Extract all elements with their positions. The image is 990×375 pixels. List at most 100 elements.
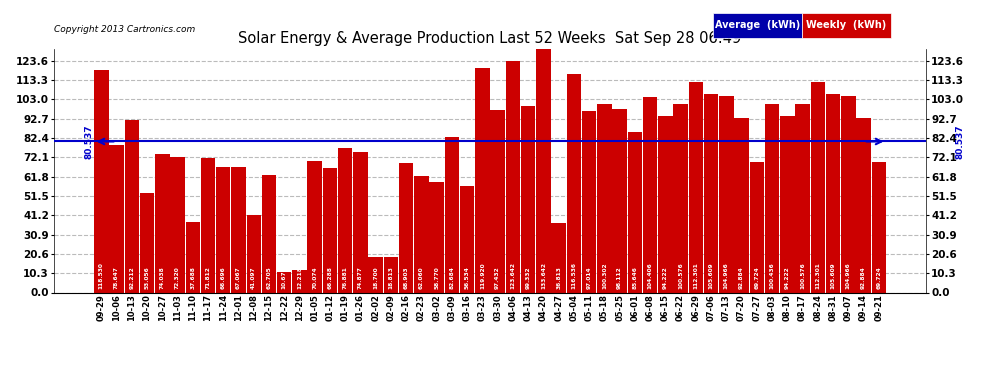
Text: Weekly  (kWh): Weekly (kWh): [806, 21, 887, 30]
Bar: [719, 96, 734, 292]
Bar: [765, 104, 779, 292]
Text: 67.067: 67.067: [236, 266, 241, 289]
Text: 10.671: 10.671: [282, 266, 287, 289]
Text: 71.812: 71.812: [206, 266, 211, 289]
Text: 53.056: 53.056: [145, 266, 149, 289]
Bar: [475, 68, 490, 292]
Text: 76.881: 76.881: [343, 266, 347, 289]
Text: 100.436: 100.436: [769, 262, 774, 289]
Bar: [673, 104, 688, 292]
Text: 58.770: 58.770: [435, 266, 440, 289]
Bar: [384, 257, 398, 292]
Bar: [856, 118, 871, 292]
Text: 105.609: 105.609: [831, 262, 836, 289]
Text: 92.884: 92.884: [861, 266, 866, 289]
Bar: [537, 42, 550, 292]
Text: 92.212: 92.212: [130, 266, 135, 289]
Bar: [399, 163, 414, 292]
Bar: [170, 157, 185, 292]
Text: 74.038: 74.038: [159, 266, 164, 289]
Text: 112.301: 112.301: [693, 262, 698, 289]
Bar: [338, 148, 352, 292]
Text: 66.288: 66.288: [328, 266, 333, 289]
Text: 56.534: 56.534: [464, 266, 469, 289]
Text: 80.537: 80.537: [956, 124, 965, 159]
Text: 97.432: 97.432: [495, 266, 500, 289]
Bar: [597, 104, 612, 292]
Bar: [261, 175, 276, 292]
Bar: [125, 120, 139, 292]
Bar: [521, 106, 536, 292]
Text: 112.301: 112.301: [816, 262, 821, 289]
Text: 123.642: 123.642: [511, 262, 516, 289]
Bar: [445, 138, 459, 292]
Text: 68.903: 68.903: [404, 266, 409, 289]
Text: 78.647: 78.647: [114, 266, 119, 289]
Bar: [414, 176, 429, 292]
Text: 72.320: 72.320: [175, 266, 180, 289]
Bar: [94, 70, 109, 292]
Bar: [811, 82, 825, 292]
Text: 69.724: 69.724: [876, 266, 881, 289]
Bar: [780, 116, 795, 292]
Bar: [185, 222, 200, 292]
Text: 105.609: 105.609: [709, 262, 714, 289]
Bar: [140, 193, 154, 292]
Text: 70.074: 70.074: [312, 266, 317, 289]
Title: Solar Energy & Average Production Last 52 Weeks  Sat Sep 28 06:49: Solar Energy & Average Production Last 5…: [239, 31, 742, 46]
Bar: [506, 61, 520, 292]
Text: 74.877: 74.877: [358, 266, 363, 289]
Text: 62.060: 62.060: [419, 266, 424, 289]
Bar: [460, 186, 474, 292]
Bar: [582, 111, 596, 292]
Bar: [613, 108, 627, 292]
Text: 18.700: 18.700: [373, 266, 378, 289]
Text: 94.222: 94.222: [785, 266, 790, 289]
Bar: [323, 168, 338, 292]
Text: 62.705: 62.705: [266, 266, 271, 289]
Text: 99.332: 99.332: [526, 266, 531, 289]
Text: 118.530: 118.530: [99, 262, 104, 289]
Text: 104.966: 104.966: [845, 262, 850, 289]
Bar: [277, 273, 291, 292]
Bar: [201, 158, 215, 292]
Bar: [368, 258, 383, 292]
Text: 80.537: 80.537: [84, 124, 94, 159]
Text: 104.406: 104.406: [647, 262, 652, 289]
Bar: [826, 94, 841, 292]
Bar: [232, 167, 246, 292]
Text: 41.097: 41.097: [251, 266, 256, 289]
Bar: [566, 74, 581, 292]
Text: 94.222: 94.222: [663, 266, 668, 289]
Text: 37.688: 37.688: [190, 266, 195, 289]
Text: 85.646: 85.646: [633, 266, 638, 289]
Text: Average  (kWh): Average (kWh): [715, 21, 800, 30]
Text: 119.920: 119.920: [480, 262, 485, 289]
Bar: [735, 118, 748, 292]
Bar: [749, 162, 764, 292]
Bar: [795, 104, 810, 292]
Text: 18.813: 18.813: [388, 266, 393, 289]
Text: 116.536: 116.536: [571, 262, 576, 289]
Bar: [871, 162, 886, 292]
Bar: [643, 97, 657, 292]
Bar: [689, 82, 703, 292]
Bar: [842, 96, 855, 292]
Text: 104.966: 104.966: [724, 262, 729, 289]
Bar: [551, 224, 566, 292]
Bar: [658, 116, 672, 292]
Text: 97.014: 97.014: [587, 266, 592, 289]
Text: 12.218: 12.218: [297, 266, 302, 289]
Text: 69.724: 69.724: [754, 266, 759, 289]
Text: Copyright 2013 Cartronics.com: Copyright 2013 Cartronics.com: [54, 25, 196, 34]
Bar: [109, 145, 124, 292]
Bar: [353, 152, 367, 292]
Bar: [628, 132, 643, 292]
Text: 66.696: 66.696: [221, 266, 226, 289]
Bar: [292, 270, 307, 292]
Bar: [704, 94, 719, 292]
Bar: [155, 154, 169, 292]
Text: 98.112: 98.112: [617, 266, 622, 289]
Bar: [216, 168, 231, 292]
Bar: [247, 216, 261, 292]
